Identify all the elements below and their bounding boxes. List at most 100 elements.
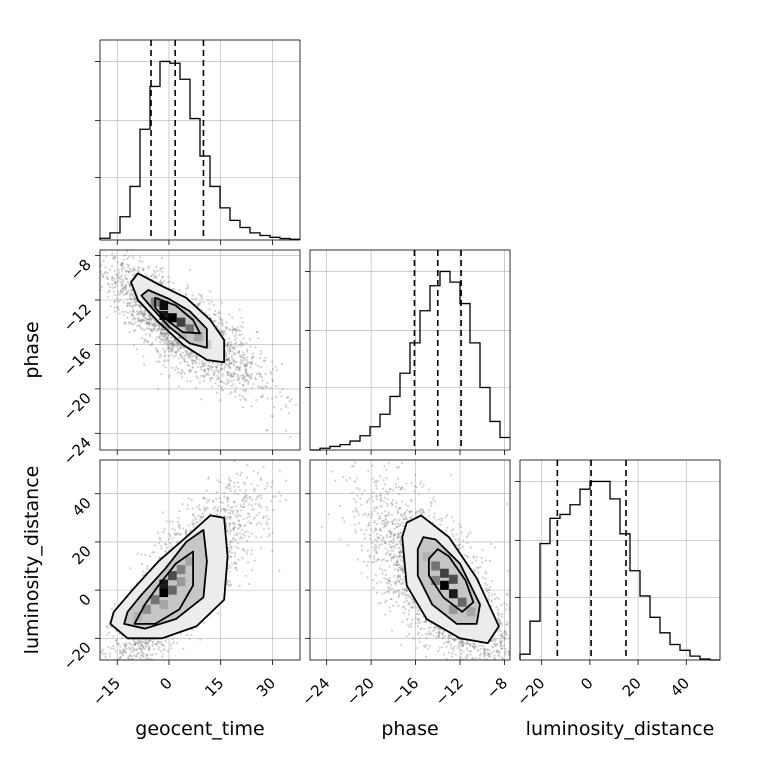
scatter-point xyxy=(174,350,178,353)
scatter-point xyxy=(141,654,144,657)
scatter-point xyxy=(144,309,147,312)
scatter-point xyxy=(236,375,239,378)
scatter-point xyxy=(194,353,197,357)
scatter-point xyxy=(247,382,250,386)
scatter-point xyxy=(85,245,87,247)
scatter-point xyxy=(236,326,239,329)
scatter-point xyxy=(154,275,157,278)
scatter-point xyxy=(240,316,243,319)
scatter-point xyxy=(235,533,239,537)
scatter-point xyxy=(104,255,108,258)
scatter-point xyxy=(218,315,221,318)
scatter-point xyxy=(139,310,142,314)
scatter-point xyxy=(143,337,146,341)
scatter-point xyxy=(130,288,134,291)
scatter-point xyxy=(227,352,231,355)
scatter-point xyxy=(140,326,143,330)
scatter-point xyxy=(149,317,152,320)
scatter-point xyxy=(232,527,235,530)
scatter-point xyxy=(212,304,215,307)
scatter-point xyxy=(178,509,181,513)
scatter-point xyxy=(170,336,173,339)
scatter-point xyxy=(135,348,138,351)
scatter-point xyxy=(154,347,158,350)
scatter-point xyxy=(69,229,71,231)
scatter-point xyxy=(232,362,235,365)
scatter-point xyxy=(102,662,104,664)
scatter-point xyxy=(137,323,140,327)
scatter-point xyxy=(145,316,148,320)
scatter-point xyxy=(171,527,174,530)
scatter-point xyxy=(233,328,237,331)
scatter-point xyxy=(215,508,218,511)
scatter-point xyxy=(138,260,141,263)
scatter-point xyxy=(127,270,131,273)
scatter-point xyxy=(205,489,208,492)
scatter-point xyxy=(86,256,88,258)
scatter-point xyxy=(231,316,234,319)
scatter-point xyxy=(215,366,219,369)
scatter-point xyxy=(191,355,194,358)
scatter-point xyxy=(234,505,238,508)
scatter-point xyxy=(159,333,162,337)
scatter-point xyxy=(83,237,85,239)
scatter-point xyxy=(138,319,141,322)
scatter-point xyxy=(223,495,226,498)
scatter-point xyxy=(225,485,228,488)
scatter-point xyxy=(173,342,176,345)
scatter-point xyxy=(245,388,248,391)
scatter-point xyxy=(101,273,104,276)
scatter-point xyxy=(153,318,156,322)
scatter-point xyxy=(161,338,164,342)
scatter-point xyxy=(241,498,244,501)
scatter-point xyxy=(259,373,262,376)
scatter-point xyxy=(106,277,109,280)
scatter-point xyxy=(285,396,289,399)
scatter-point xyxy=(245,364,248,367)
scatter-point xyxy=(124,288,127,291)
scatter-point xyxy=(250,363,254,366)
scatter-point xyxy=(147,318,150,321)
scatter-point xyxy=(211,499,215,503)
scatter-point xyxy=(229,487,232,490)
scatter-point xyxy=(143,310,146,313)
scatter-point xyxy=(246,379,249,383)
scatter-point xyxy=(262,465,265,469)
scatter-point xyxy=(205,507,208,510)
hist-panel-phase xyxy=(305,249,511,455)
scatter-point xyxy=(173,351,176,354)
scatter-point xyxy=(128,255,131,259)
scatter-point xyxy=(107,721,109,723)
scatter-point xyxy=(168,280,171,283)
scatter-point xyxy=(180,368,183,372)
scatter-point xyxy=(208,499,211,502)
scatter-point xyxy=(255,514,259,517)
scatter-point xyxy=(287,412,290,415)
scatter-point xyxy=(169,643,173,646)
scatter-point xyxy=(112,286,115,290)
scatter-point xyxy=(164,640,167,643)
scatter-point xyxy=(126,263,129,266)
pair-plot-area xyxy=(61,229,300,450)
scatter-point xyxy=(61,240,63,242)
scatter-point xyxy=(134,303,137,306)
scatter-point xyxy=(250,549,253,552)
scatter-point xyxy=(109,660,111,662)
scatter-point xyxy=(167,538,170,541)
scatter-point xyxy=(192,359,195,362)
scatter-point xyxy=(236,481,240,484)
scatter-point xyxy=(131,313,134,316)
scatter-point xyxy=(226,500,229,504)
scatter-point xyxy=(226,530,229,533)
scatter-point xyxy=(128,285,132,288)
scatter-point xyxy=(233,335,236,338)
scatter-point xyxy=(175,351,178,354)
scatter-point xyxy=(246,463,249,467)
scatter-point xyxy=(146,340,149,343)
scatter-point xyxy=(232,352,236,355)
scatter-point xyxy=(137,642,140,645)
scatter-point xyxy=(128,655,132,658)
scatter-point xyxy=(129,295,132,298)
scatter-point xyxy=(234,545,237,548)
scatter-point xyxy=(246,373,249,376)
